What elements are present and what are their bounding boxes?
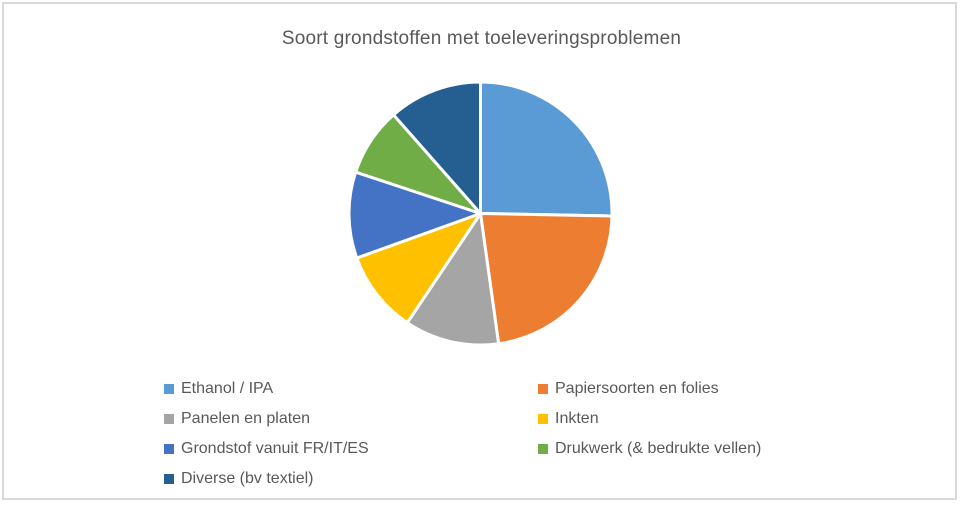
legend-item-ethanol-ipa[interactable]: Ethanol / IPA — [164, 381, 538, 397]
legend-item-inkten[interactable]: Inkten — [538, 411, 761, 427]
legend-label: Panelen en platen — [181, 410, 310, 427]
legend-label: Inkten — [555, 410, 599, 427]
legend: Ethanol / IPA Papiersoorten en folies Pane… — [164, 374, 761, 494]
pie-slice-panelen-en-platen[interactable] — [405, 212, 501, 347]
pie-chart — [347, 80, 614, 347]
pie-slice-diverse-bv-textiel[interactable] — [392, 80, 482, 215]
legend-item-diverse-bv-textiel[interactable]: Diverse (bv textiel) — [164, 471, 538, 487]
pie-slice-inkten[interactable] — [355, 212, 482, 325]
legend-swatch-diverse-bv-textiel — [164, 474, 174, 484]
pie-slice-papiersoorten-en-folies[interactable] — [479, 212, 614, 346]
pie-slice-grondstof-vanuit-fr-it-es[interactable] — [347, 170, 482, 260]
legend-swatch-inkten — [538, 414, 548, 424]
legend-swatch-grondstof-vanuit-fr-it-es — [164, 444, 174, 454]
legend-item-panelen-en-platen[interactable]: Panelen en platen — [164, 411, 538, 427]
legend-swatch-ethanol-ipa — [164, 384, 174, 394]
chart-title: Soort grondstoffen met toeleveringsprobl… — [281, 28, 682, 49]
legend-label: Ethanol / IPA — [181, 380, 274, 397]
pie-slice-ethanol-ipa[interactable] — [479, 80, 614, 218]
legend-label: Drukwerk (& bedrukte vellen) — [555, 440, 762, 457]
legend-swatch-drukwerk-bedrukte-vellen — [538, 444, 548, 454]
legend-label: Diverse (bv textiel) — [181, 470, 314, 487]
legend-label: Grondstof vanuit FR/IT/ES — [181, 440, 369, 457]
legend-item-papiersoorten-en-folies[interactable]: Papiersoorten en folies — [538, 381, 761, 397]
legend-swatch-papiersoorten-en-folies — [538, 384, 548, 394]
legend-item-grondstof-vanuit-fr-it-es[interactable]: Grondstof vanuit FR/IT/ES — [164, 441, 538, 457]
legend-label: Papiersoorten en folies — [555, 380, 719, 397]
legend-item-drukwerk-bedrukte-vellen[interactable]: Drukwerk (& bedrukte vellen) — [538, 441, 761, 457]
legend-swatch-panelen-en-platen — [164, 414, 174, 424]
